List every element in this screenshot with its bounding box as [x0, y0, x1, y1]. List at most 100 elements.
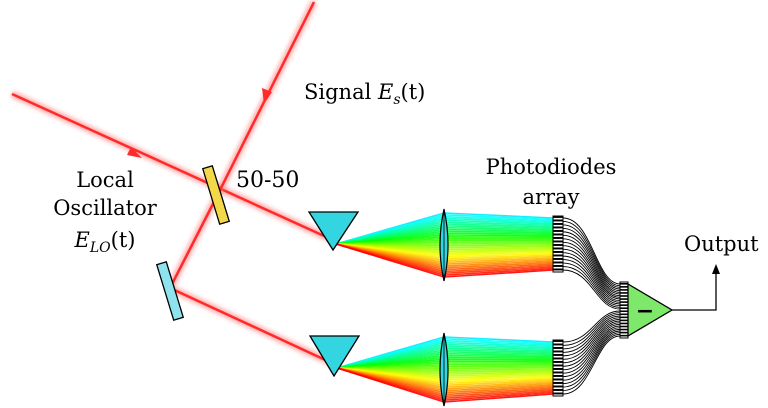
photodiode-wire: [562, 234, 621, 293]
photodiode-wire: [562, 317, 621, 357]
amplifier-pin: [620, 313, 628, 316]
photodiode-cell: [553, 233, 563, 236]
photodiode-cell: [553, 216, 563, 218]
photodiode-array-top: [552, 215, 564, 273]
photodiode-wire: [562, 217, 621, 285]
amplifier-pin: [620, 286, 628, 288]
photodiode-cell: [553, 247, 563, 250]
prism-top: [307, 211, 360, 252]
photodiode-cell: [553, 254, 563, 257]
photodiode-cell: [553, 244, 563, 246]
amplifier-pin: [620, 292, 628, 294]
local-oscillator-label: Local Oscillator ELO(t): [40, 166, 170, 262]
lens-bottom: [439, 332, 449, 407]
beam-splitter-50-50: [201, 164, 231, 226]
photodiode-cell: [553, 219, 563, 222]
photodiode-wire: [562, 269, 621, 310]
photodiode-wire: [562, 328, 621, 381]
photodiode-wire: [562, 315, 621, 353]
photodiode-cell: [553, 268, 563, 271]
photodiode-wire: [562, 323, 621, 371]
photodiode-cell: [553, 350, 563, 353]
amplifier-pin: [620, 307, 628, 309]
photodiode-wire: [562, 313, 621, 350]
signal-label-text: Signal: [304, 80, 372, 104]
differential-amplifier: [627, 282, 674, 338]
photodiode-wire: [562, 259, 621, 305]
photodiode-cell: [553, 258, 563, 260]
photodiode-wire: [562, 255, 621, 303]
amplifier-pin: [620, 289, 628, 291]
amplifier-minus-sign: −: [636, 299, 654, 324]
photodiode-cell: [553, 223, 563, 225]
photodiode-cell: [553, 357, 563, 360]
amplifier-pin: [620, 331, 628, 334]
photodiode-wire: [562, 312, 621, 346]
lens-top: [439, 208, 449, 282]
photodiode-cell: [553, 392, 563, 395]
photodiode-cell: [553, 371, 563, 374]
photodiode-wire: [562, 318, 621, 360]
lo-arrowhead: [127, 147, 142, 158]
photodiode-array-bottom: [552, 339, 564, 397]
amplifier-pin: [620, 304, 628, 306]
photodiode-cell: [553, 361, 563, 363]
photodiode-cell: [553, 340, 563, 342]
photodiodes-line2: array: [522, 185, 580, 209]
amplifier-pin: [620, 334, 628, 337]
photodiode-wire: [562, 327, 621, 378]
photodiode-cell: [553, 240, 563, 243]
beam-splitter-label: 50-50: [236, 168, 300, 193]
photodiode-cell: [553, 378, 563, 381]
photodiode-cell: [553, 343, 563, 346]
photodiodes-line1: Photodiodes: [485, 155, 617, 179]
signal-arrowhead: [262, 88, 272, 104]
photodiode-wire: [562, 333, 621, 391]
amplifier-pin: [620, 316, 628, 319]
signal-label: Signal Es(t): [304, 80, 426, 109]
photodiode-wire: [562, 224, 621, 288]
amplifier-pin: [620, 283, 628, 285]
photodiode-wire: [562, 310, 621, 343]
photodiode-wire: [562, 252, 621, 302]
output-line: [672, 272, 717, 311]
photodiode-wire: [562, 322, 621, 367]
amplifier-input-block: [619, 281, 629, 339]
lo-field-symbol: ELO(t): [74, 228, 136, 257]
photodiode-cell: [553, 389, 563, 391]
photodiode-wire: [562, 335, 621, 395]
amplifier-pin: [620, 322, 628, 325]
photodiode-cell: [553, 368, 563, 370]
photodiode-cell: [553, 230, 563, 232]
output-label: Output: [684, 232, 759, 256]
photodiode-cell: [553, 265, 563, 267]
photodiode-cell: [553, 354, 563, 356]
local-oscillator-line1: Local: [76, 168, 134, 192]
photodiode-wire: [562, 325, 621, 374]
amplifier-pin: [620, 328, 628, 331]
reflected-beam-down: [166, 196, 220, 290]
photodiode-wire: [562, 231, 621, 292]
local-oscillator-beam: [10, 90, 335, 244]
lower-path-beam: [168, 284, 336, 368]
laser-beams: [10, 0, 336, 368]
signal-field-symbol: Es(t): [378, 80, 426, 109]
photodiode-cell: [553, 382, 563, 384]
photodiode-cell: [553, 226, 563, 229]
photodiode-wire: [562, 241, 621, 297]
amplifier-pin: [620, 319, 628, 322]
photodiode-wire: [562, 248, 621, 300]
photodiode-wire: [562, 238, 621, 295]
photodiode-cell: [553, 375, 563, 377]
photodiode-wire: [562, 266, 621, 308]
amplifier-pin: [620, 301, 628, 303]
photodiode-wire: [562, 262, 621, 307]
photodiode-wire: [562, 320, 621, 364]
photodiode-cell: [553, 261, 563, 264]
photodiode-wire: [562, 227, 621, 290]
photodiode-wire: [562, 332, 621, 388]
output-arrowhead: [712, 264, 720, 274]
photodiode-wire: [562, 245, 621, 298]
